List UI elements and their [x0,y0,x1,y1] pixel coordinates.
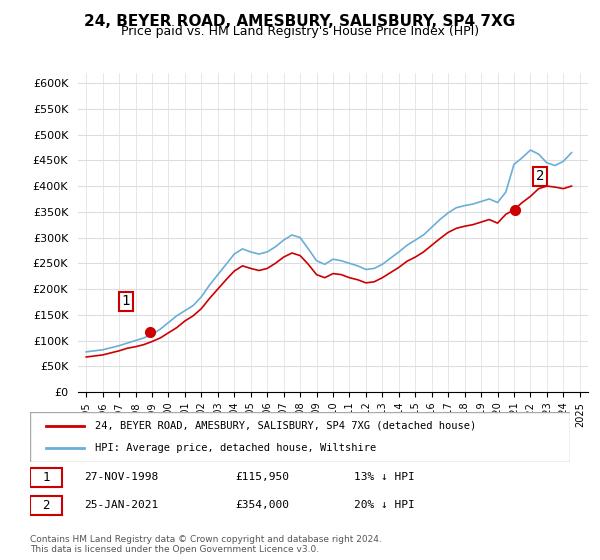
Text: HPI: Average price, detached house, Wiltshire: HPI: Average price, detached house, Wilt… [95,443,376,453]
FancyBboxPatch shape [30,496,62,515]
Text: 27-NOV-1998: 27-NOV-1998 [84,473,158,482]
Text: 1: 1 [122,295,130,309]
Text: Price paid vs. HM Land Registry's House Price Index (HPI): Price paid vs. HM Land Registry's House … [121,25,479,38]
FancyBboxPatch shape [30,412,570,462]
FancyBboxPatch shape [30,468,62,487]
Text: £115,950: £115,950 [235,473,289,482]
Text: Contains HM Land Registry data © Crown copyright and database right 2024.
This d: Contains HM Land Registry data © Crown c… [30,535,382,554]
Text: 2: 2 [43,499,50,512]
Text: 24, BEYER ROAD, AMESBURY, SALISBURY, SP4 7XG: 24, BEYER ROAD, AMESBURY, SALISBURY, SP4… [85,14,515,29]
Text: 20% ↓ HPI: 20% ↓ HPI [354,501,415,510]
Text: 25-JAN-2021: 25-JAN-2021 [84,501,158,510]
Text: 24, BEYER ROAD, AMESBURY, SALISBURY, SP4 7XG (detached house): 24, BEYER ROAD, AMESBURY, SALISBURY, SP4… [95,421,476,431]
Text: 13% ↓ HPI: 13% ↓ HPI [354,473,415,482]
Text: 1: 1 [43,471,50,484]
Text: £354,000: £354,000 [235,501,289,510]
Text: 2: 2 [536,169,544,183]
